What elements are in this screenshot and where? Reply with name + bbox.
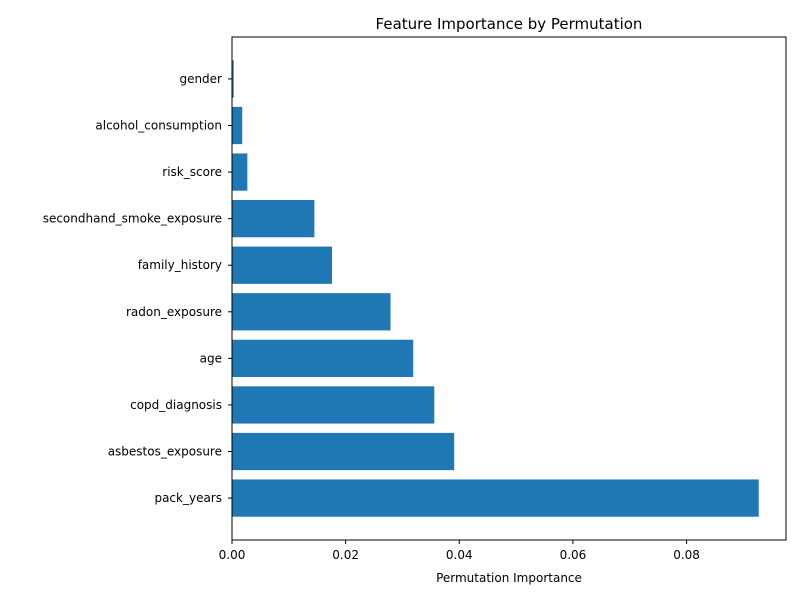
bar-family_history: [232, 246, 333, 284]
x-tick-label: 0.00: [219, 548, 246, 562]
bar-alcohol_consumption: [232, 106, 243, 145]
bar-radon_exposure: [232, 293, 391, 331]
y-tick-label: secondhand_smoke_exposure: [43, 212, 222, 226]
y-tick-label: asbestos_exposure: [108, 445, 222, 459]
x-axis-ticks: 0.00 0.02 0.04 0.06 0.08: [219, 540, 700, 562]
bar-asbestos_exposure: [232, 432, 455, 471]
y-tick-label: gender: [179, 72, 222, 86]
y-axis-ticks: pack_years asbestos_exposure copd_diagnosi…: [43, 72, 232, 505]
chart-title: Feature Importance by Permutation: [376, 15, 643, 33]
y-tick-label: family_history: [138, 258, 222, 272]
bar-risk_score: [232, 153, 248, 191]
bar-pack_years: [232, 479, 759, 517]
y-tick-label: risk_score: [162, 165, 222, 179]
y-tick-label: age: [200, 351, 222, 365]
bar-age: [232, 339, 414, 377]
bar-secondhand_smoke_exposure: [232, 200, 315, 238]
bars-group: [232, 60, 759, 517]
x-tick-label: 0.04: [446, 548, 473, 562]
bar-copd_diagnosis: [232, 386, 435, 424]
y-tick-label: radon_exposure: [126, 305, 222, 319]
plot-frame: [231, 36, 787, 541]
x-tick-label: 0.02: [332, 548, 359, 562]
x-tick-label: 0.08: [673, 548, 700, 562]
bar-gender: [232, 60, 234, 98]
x-tick-label: 0.06: [560, 548, 587, 562]
y-tick-label: copd_diagnosis: [130, 398, 222, 412]
y-tick-label: pack_years: [154, 491, 222, 505]
y-tick-label: alcohol_consumption: [95, 118, 222, 132]
x-axis-label: Permutation Importance: [436, 571, 582, 585]
